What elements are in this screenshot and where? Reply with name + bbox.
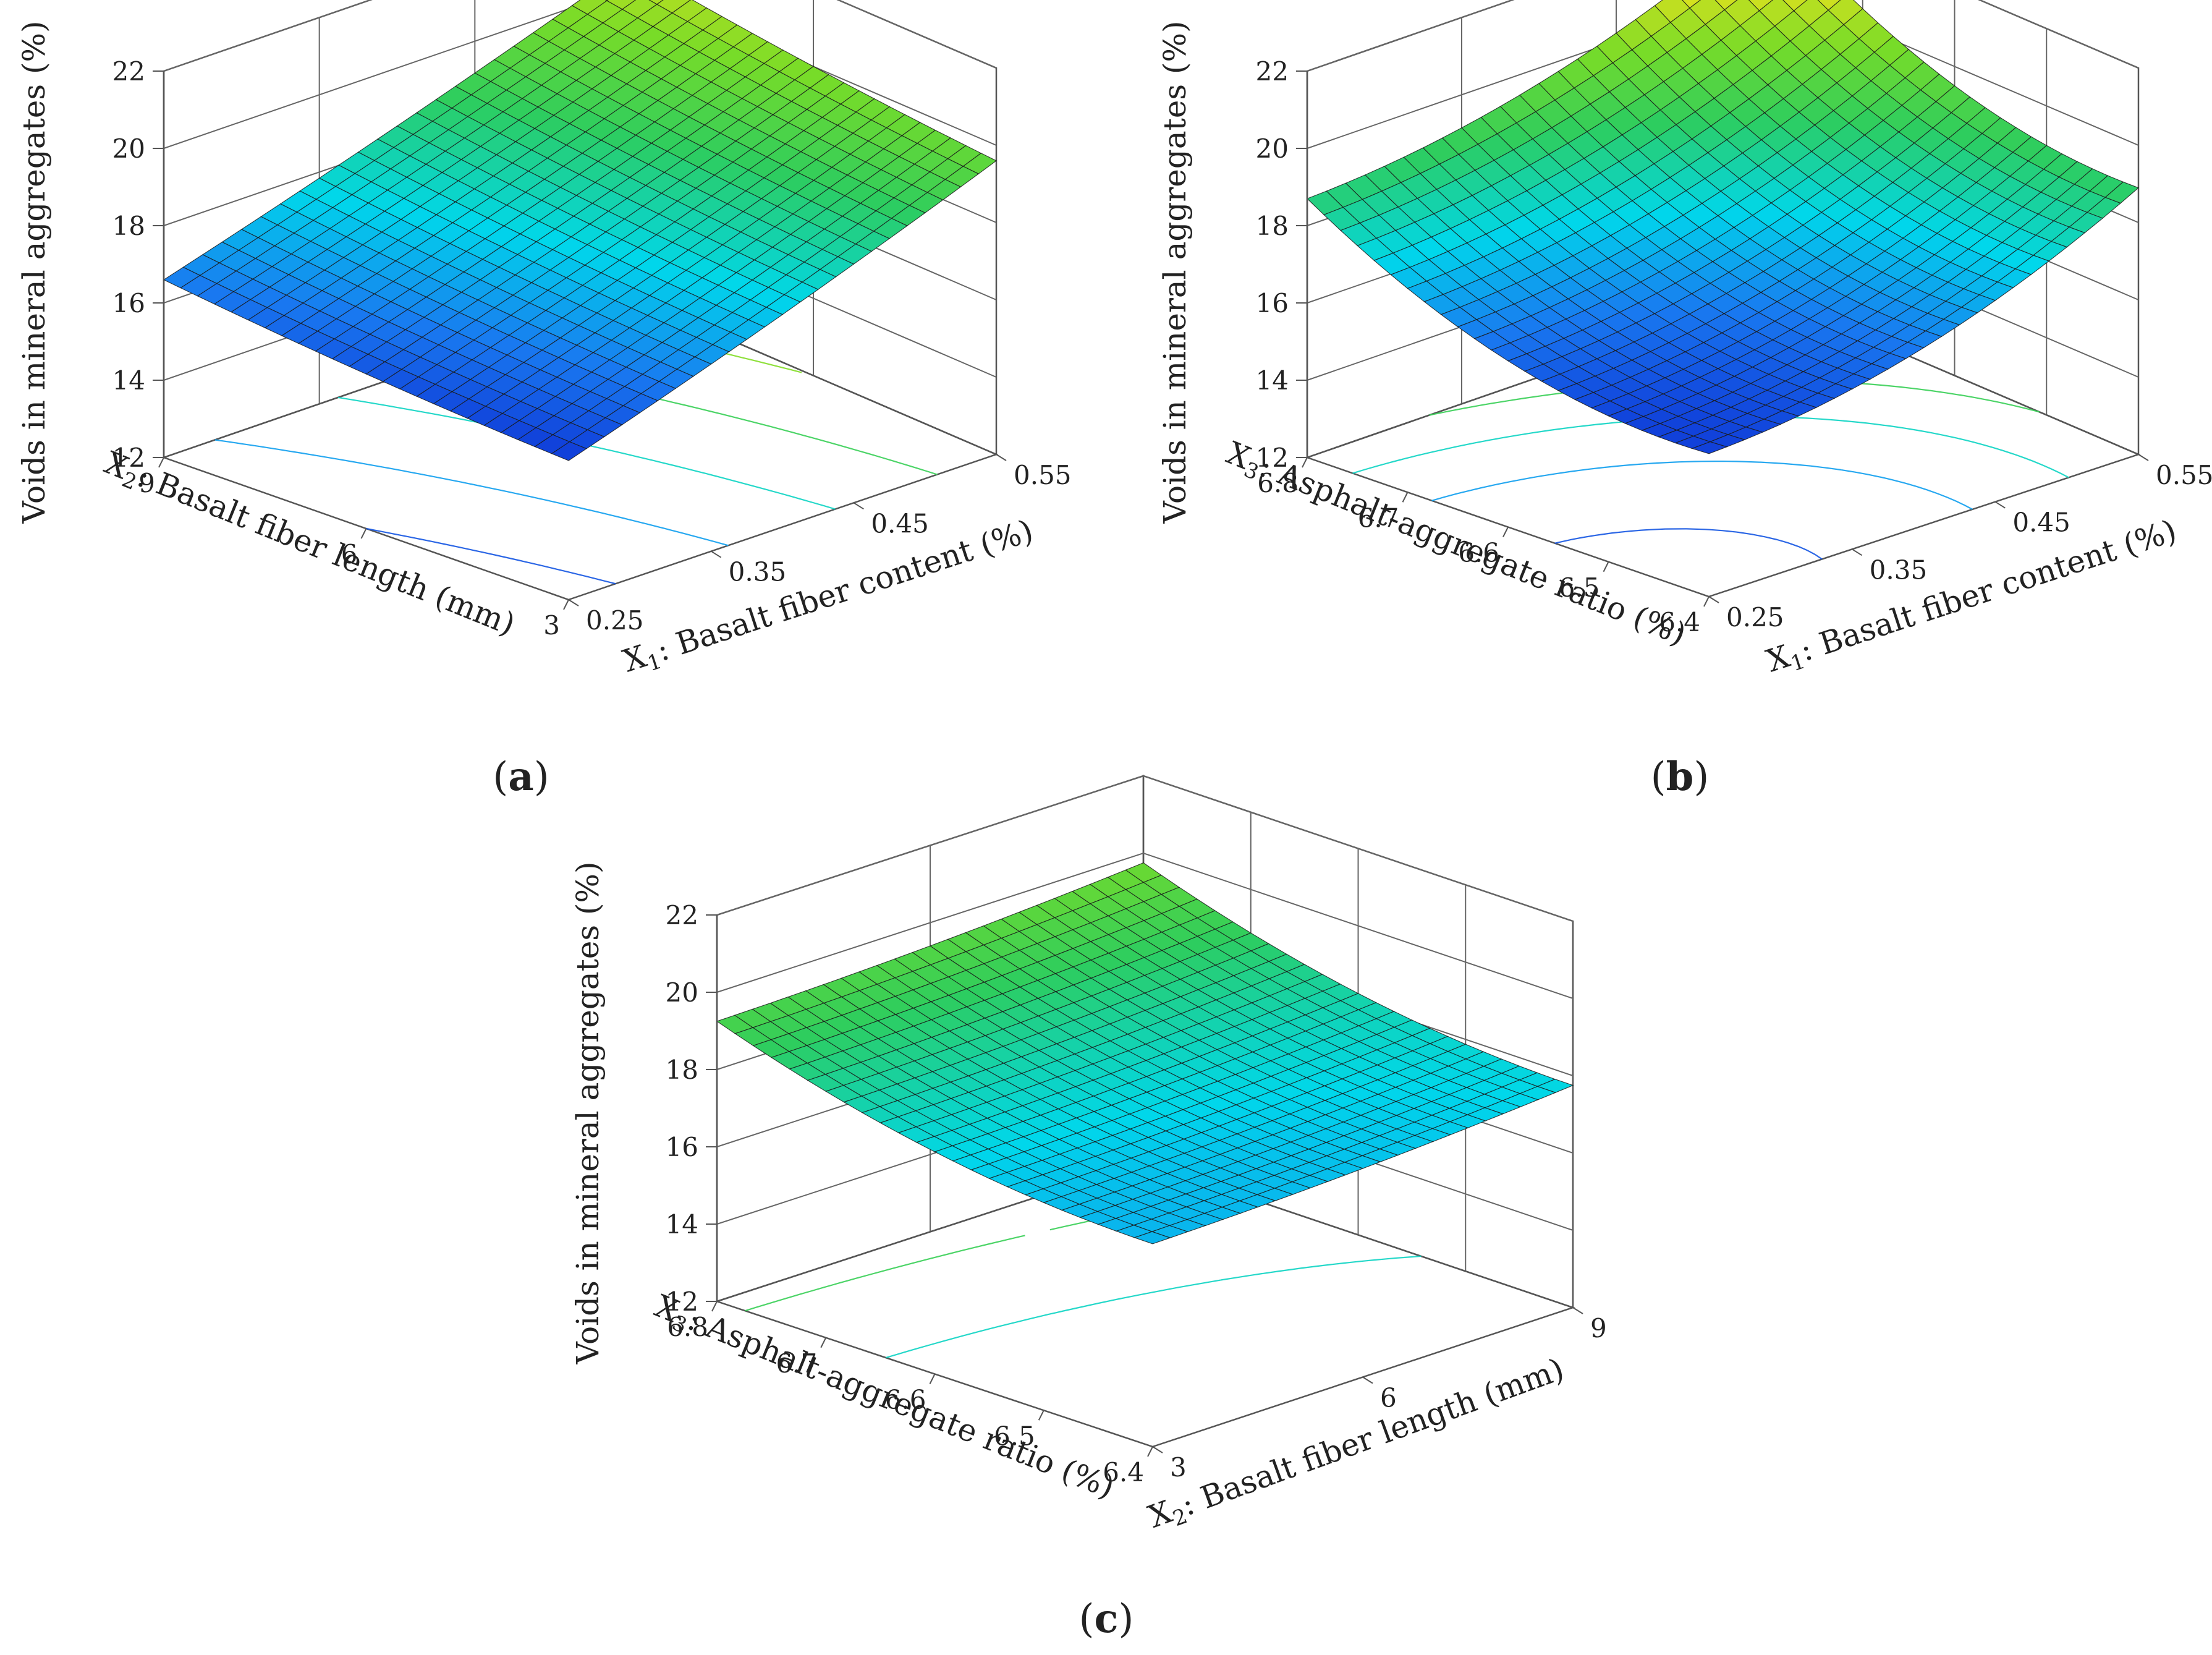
panel-a-z-tick-label: 22 bbox=[112, 56, 145, 87]
panel-b-surface-cell bbox=[1714, 0, 1738, 11]
panel-a-x-tick-label: 0.25 bbox=[586, 605, 644, 636]
panel-c-x-tick-label: 3 bbox=[1170, 1452, 1187, 1483]
panel-b-y-tick-label: 6.6 bbox=[1458, 538, 1499, 568]
panel-b-contour-17 bbox=[1431, 461, 1973, 510]
panel-c-x-tick-mark bbox=[1572, 1307, 1583, 1314]
panel-c-y-tick-mark bbox=[929, 1374, 936, 1384]
panel-b-surface-cell bbox=[1691, 441, 1728, 454]
panel-a-contour-17 bbox=[214, 439, 729, 547]
panel-c-zgrid bbox=[716, 852, 1574, 999]
panel-a-x-tick-label: 0.35 bbox=[729, 557, 787, 587]
panel-c-surface-cell bbox=[1133, 1231, 1171, 1244]
panel-b-y-tick-mark bbox=[1502, 527, 1509, 537]
panel-c-x-tick-label: 6 bbox=[1380, 1383, 1397, 1413]
panel-label-a: (a) bbox=[493, 754, 549, 800]
panel-b-y-tick-mark bbox=[1603, 561, 1609, 572]
panel-c-y-tick-mark bbox=[1038, 1410, 1045, 1421]
panel-c-z-tick-label: 12 bbox=[666, 1287, 698, 1317]
panel-a-surface-cell bbox=[551, 441, 587, 461]
panel-a-z-tick-label: 20 bbox=[112, 134, 145, 164]
panel-a-y-tick-mark bbox=[563, 599, 569, 610]
panel-a-y-tick-mark bbox=[158, 457, 164, 468]
panel-c-z-axis: 12 14 16 18 20 22 Voids in mineral aggregates … bbox=[570, 862, 718, 1365]
panel-c-z-tick-label: 22 bbox=[666, 900, 698, 930]
panel-b-y-tick-mark bbox=[1302, 457, 1308, 468]
panel-b-x-tick-mark bbox=[2138, 454, 2149, 461]
panel-b-y-tick-label: 6.5 bbox=[1559, 572, 1600, 603]
panel-a-surface-cell bbox=[648, 0, 664, 5]
panel-a-x-tick-mark bbox=[853, 502, 864, 510]
panel-b-z-tick-label: 16 bbox=[1256, 288, 1289, 318]
panel-b-z-axis-title: Voids in mineral aggregates (%) bbox=[1157, 21, 1193, 524]
panel-c-y-tick-label: 6.6 bbox=[885, 1385, 926, 1415]
panel-a-x-tick-label: 0.55 bbox=[1014, 460, 1072, 490]
panel-a-y-tick-label: 6 bbox=[341, 539, 358, 569]
panel-a-contour-16 bbox=[366, 527, 616, 585]
panel-b-x-tick-mark bbox=[1994, 501, 2006, 509]
panel-c-contour-18 bbox=[886, 1255, 1422, 1359]
panel-b-y-tick-label: 6.7 bbox=[1358, 503, 1399, 533]
panel-b-contour-16 bbox=[1554, 528, 1823, 560]
panel-b-z-tick-label: 18 bbox=[1256, 211, 1289, 241]
panel-a-z-tick-label: 18 bbox=[112, 211, 145, 241]
panel-c-y-tick-mark bbox=[820, 1337, 827, 1348]
panel-a-surface bbox=[163, 0, 998, 461]
panel-c-x-tick-mark bbox=[1362, 1376, 1373, 1384]
panel-b-y-tick-label: 6.8 bbox=[1257, 468, 1299, 498]
panel-a-z-tick-label: 16 bbox=[112, 288, 145, 318]
panel-c-z-axis-title: Voids in mineral aggregates (%) bbox=[570, 862, 606, 1365]
panel-b-x-tick-label: 0.55 bbox=[2156, 460, 2212, 490]
panel-b-x-tick-mark bbox=[1852, 548, 1863, 556]
panel-c-x-tick-mark bbox=[1152, 1446, 1163, 1453]
panel-b-x-tick-label: 0.45 bbox=[2012, 508, 2070, 538]
panel-b-z-tick-label: 14 bbox=[1256, 365, 1289, 396]
panel-c-z-tick-label: 18 bbox=[666, 1055, 698, 1085]
panel-c-y-tick-mark bbox=[711, 1301, 718, 1312]
panel-a-z-axis: 12 14 16 18 20 22 Voids in mineral aggregates … bbox=[16, 21, 165, 524]
panel-c-surface bbox=[716, 862, 1574, 1244]
panel-b-x-tick-mark bbox=[1708, 596, 1719, 603]
panel-c-y-tick-mark bbox=[1147, 1446, 1153, 1457]
panel-b-z-tick-label: 12 bbox=[1256, 443, 1289, 473]
panel-c-z-tick-label: 16 bbox=[666, 1132, 698, 1162]
panel-b-z-axis: 12 14 16 18 20 22 Voids in mineral aggregates … bbox=[1157, 21, 1308, 524]
panel-label-c: (c) bbox=[1079, 1596, 1134, 1642]
panel-label-b: (b) bbox=[1651, 754, 1710, 800]
panel-a-z-tick-label: 14 bbox=[112, 365, 145, 396]
panel-c-zgrid bbox=[716, 775, 1574, 922]
panel-a-x-tick-label: 0.45 bbox=[871, 508, 929, 538]
panel-b-surface-cell bbox=[1682, 0, 1701, 9]
panel-a-y-tick-mark bbox=[360, 528, 367, 539]
panel-a-x-tick-mark bbox=[996, 454, 1007, 461]
panel-c-z-tick-label: 14 bbox=[666, 1209, 698, 1240]
panel-a-x-tick-mark bbox=[711, 550, 722, 558]
panel-b-y-tick-mark bbox=[1703, 596, 1710, 607]
panel-b-surface bbox=[1306, 0, 2140, 454]
panel-a-x-tick-mark bbox=[568, 599, 579, 606]
panel-c-y-tick-label: 6.7 bbox=[776, 1348, 817, 1379]
panel-b-z-tick-label: 22 bbox=[1256, 56, 1289, 87]
panel-c-y-tick-label: 6.4 bbox=[1103, 1457, 1144, 1487]
panel-a-z-tick-label: 12 bbox=[112, 443, 145, 473]
panel-b-y-tick-mark bbox=[1402, 491, 1409, 503]
panel-a-z-axis-title: Voids in mineral aggregates (%) bbox=[16, 21, 52, 524]
panel-b-x-tick-label: 0.25 bbox=[1726, 602, 1784, 632]
panel-b-y-tick-label: 6.4 bbox=[1659, 607, 1700, 637]
panel-c-y-tick-label: 6.8 bbox=[667, 1312, 708, 1342]
panel-b-x-tick-label: 0.35 bbox=[1870, 555, 1928, 585]
panel-c-y-tick-label: 6.5 bbox=[994, 1421, 1035, 1451]
panel-a-contour-18 bbox=[337, 396, 836, 510]
panel-b-z-tick-label: 20 bbox=[1256, 134, 1289, 164]
panel-a-y-tick-label: 3 bbox=[543, 610, 560, 640]
panel-c-x-tick-label: 9 bbox=[1590, 1313, 1607, 1343]
panel-a-y-tick-label: 9 bbox=[138, 468, 155, 498]
panel-c-z-tick-label: 20 bbox=[666, 977, 698, 1008]
